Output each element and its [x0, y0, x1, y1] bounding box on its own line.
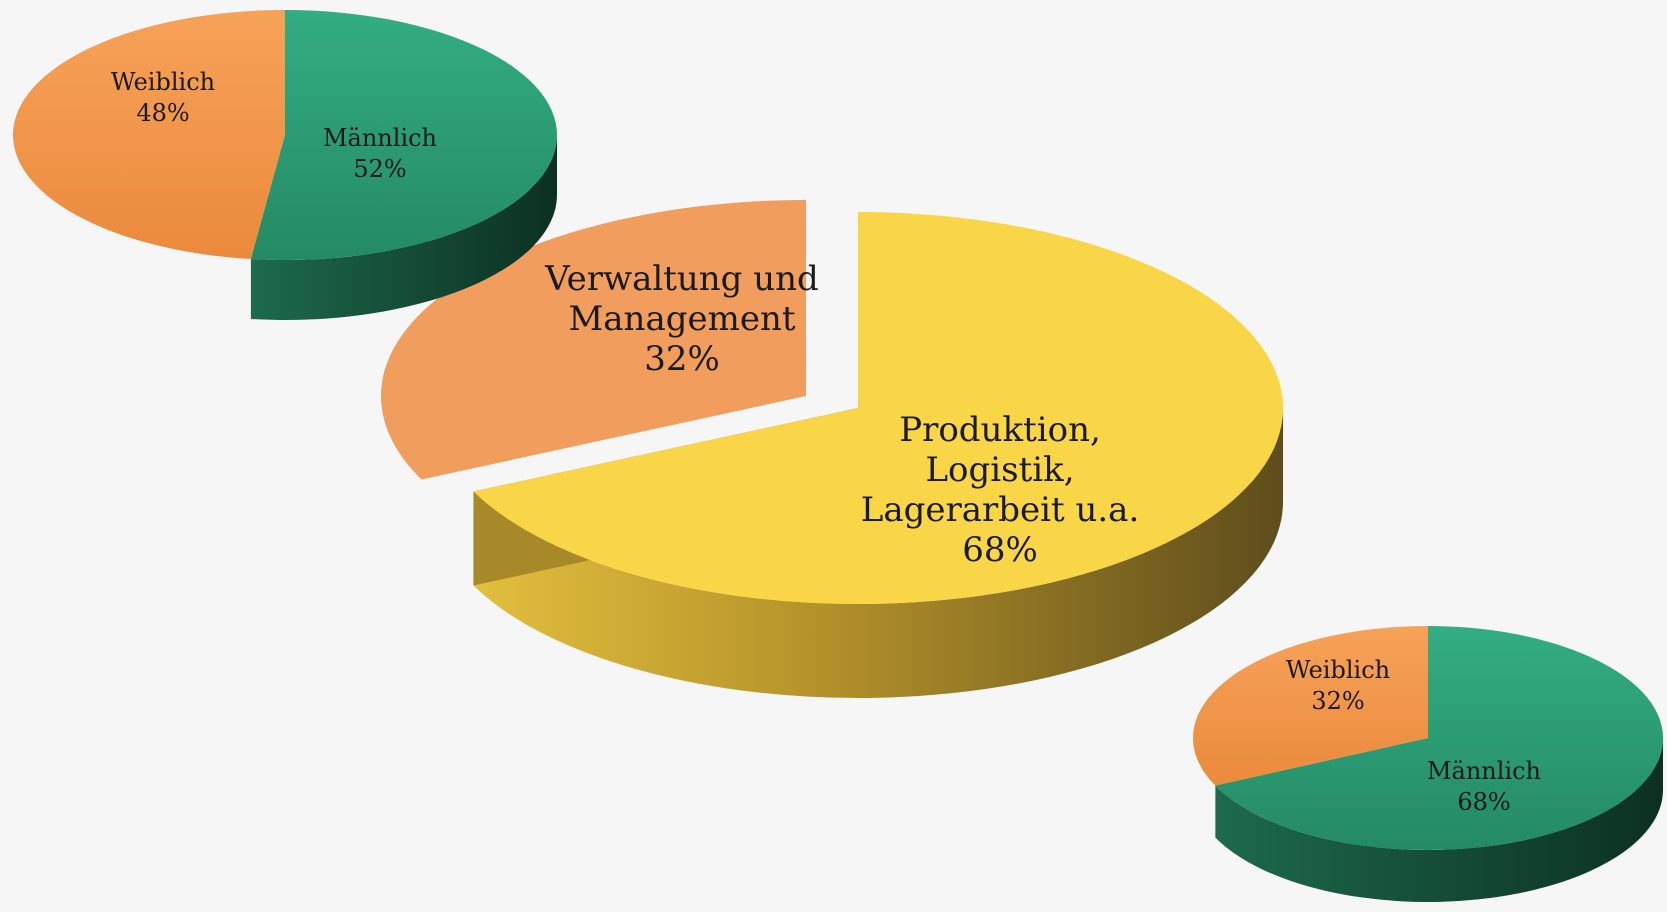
- slice-weiblich: [1192, 626, 1428, 786]
- pie-labels: Verwaltung und Management 32% Produktion, Lo…: [544, 259, 1139, 570]
- slice-produktion-logistik-lagerarbeit-u-a: [473, 212, 1284, 604]
- slice-side-produktion-logistik-lagerarbeit-u-a: [473, 408, 1284, 698]
- slice-label-produktion-logistik-lagerarbeit-u-a: Produktion, Logistik, Lagerarbeit u.a. 68%: [861, 410, 1140, 570]
- pie-sides: [1215, 738, 1663, 902]
- slice-mannlich: [1215, 626, 1663, 850]
- slice-label-mannlich: Männlich 52%: [323, 124, 437, 183]
- pie-labels: Weiblich 48% Männlich 52%: [111, 68, 437, 183]
- pie-labels: Weiblich 32% Männlich 68%: [1286, 656, 1541, 816]
- pie-gender-produktion: Weiblich 32% Männlich 68%: [1192, 626, 1663, 902]
- pie-gender-verwaltung: Weiblich 48% Männlich 52%: [12, 10, 557, 320]
- pie-sides: [250, 135, 557, 320]
- slice-label-verwaltung-und-management: Verwaltung und Management 32%: [544, 259, 819, 379]
- slice-mannlich: [250, 10, 557, 260]
- slice-side-mannlich: [1215, 738, 1663, 902]
- slice-weiblich: [12, 10, 285, 260]
- pie-departments: Verwaltung und Management 32% Produktion, Lo…: [381, 200, 1284, 698]
- slice-label-weiblich: Weiblich 32%: [1286, 656, 1390, 715]
- slice-side-mannlich: [250, 135, 557, 320]
- pie-tops: [1192, 626, 1663, 850]
- slice-label-mannlich: Männlich 68%: [1427, 757, 1541, 816]
- pie-tops: [12, 10, 557, 260]
- slice-label-weiblich: Weiblich 48%: [111, 68, 215, 127]
